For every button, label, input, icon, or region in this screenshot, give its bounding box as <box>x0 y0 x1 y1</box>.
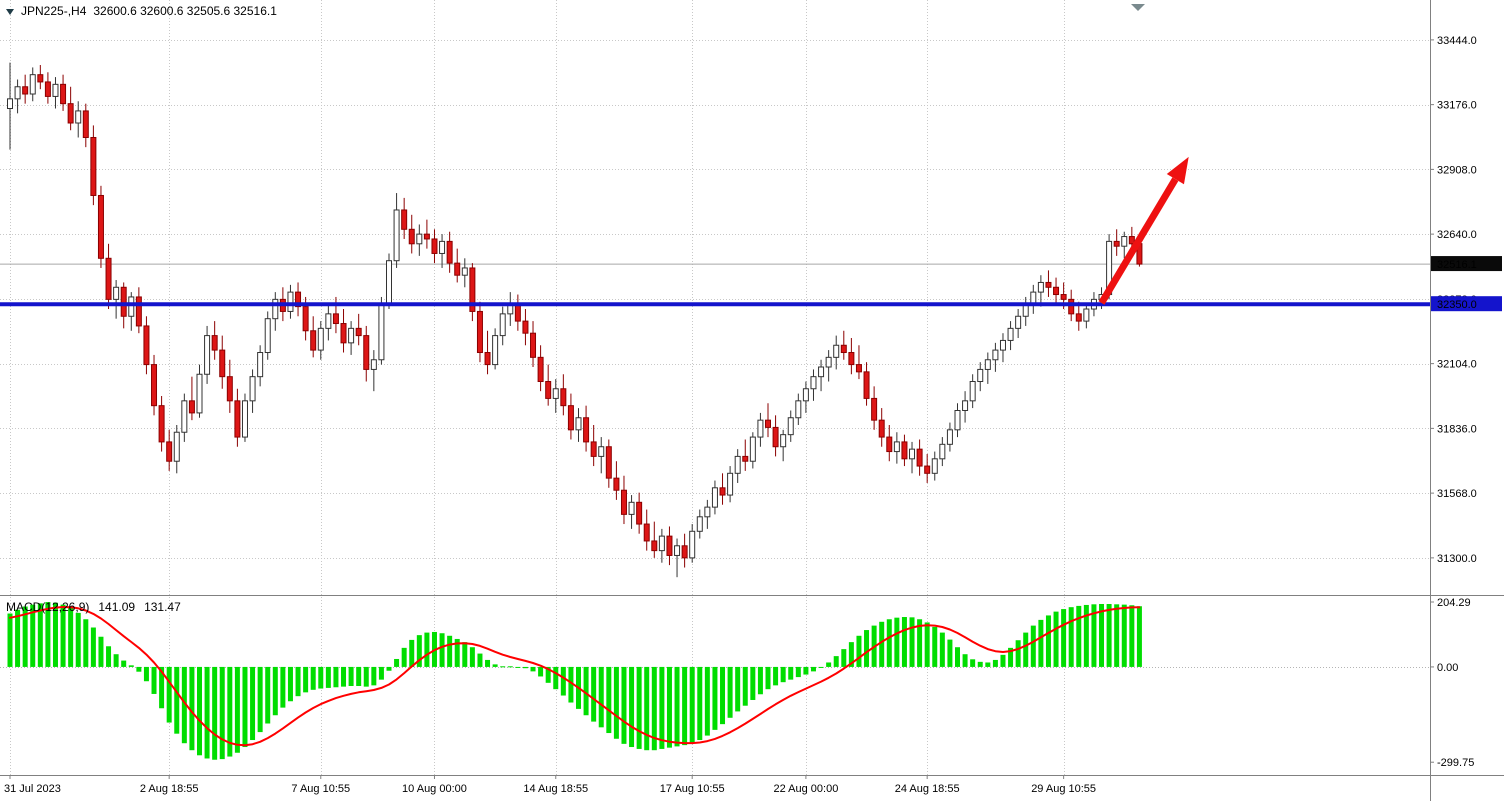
svg-text:32516.1: 32516.1 <box>1437 259 1477 271</box>
time-axis[interactable]: 31 Jul 2023 2 Aug 18:55 7 Aug 10:55 10 Aug … <box>4 775 1096 795</box>
support-price-tag: 32350.0 <box>1431 296 1502 312</box>
trend-arrow[interactable] <box>1098 156 1189 305</box>
price-axis-label: 33444.0 <box>1437 35 1477 47</box>
macd-axis-label: 204.29 <box>1437 597 1471 609</box>
price-axis-label: 32640.0 <box>1437 229 1477 241</box>
macd-title: MACD(12,26,9) <box>6 600 90 614</box>
price-axis-label: 31836.0 <box>1437 423 1477 435</box>
time-axis-label: 31 Jul 2023 <box>4 783 61 795</box>
time-axis-label: 2 Aug 18:55 <box>140 783 199 795</box>
macd-axis-label: -299.75 <box>1437 757 1474 769</box>
price-axis-label: 31568.0 <box>1437 488 1477 500</box>
time-axis-label: 14 Aug 18:55 <box>523 783 588 795</box>
macd-signal-line <box>9 606 1141 747</box>
macd-header: MACD(12,26,9) 141.09 131.47 <box>6 600 181 614</box>
macd-signal-value: 131.47 <box>144 600 181 614</box>
candles-series <box>7 62 1143 578</box>
chart-header: JPN225-,H4 32600.6 32600.6 32505.6 32516… <box>6 4 277 18</box>
macd-axis-label: 0.00 <box>1437 662 1458 674</box>
current-price-tag: 32516.1 <box>1431 256 1502 272</box>
time-axis-label: 24 Aug 18:55 <box>895 783 960 795</box>
price-axis-label: 33176.0 <box>1437 100 1477 112</box>
price-axis-label: 32104.0 <box>1437 359 1477 371</box>
symbol-timeframe-label: JPN225-,H4 <box>21 4 87 18</box>
time-axis-label: 10 Aug 00:00 <box>402 783 467 795</box>
time-axis-label: 29 Aug 10:55 <box>1031 783 1096 795</box>
svg-text:32350.0: 32350.0 <box>1437 299 1477 311</box>
time-axis-label: 7 Aug 10:55 <box>291 783 350 795</box>
symbol-dropdown-icon[interactable] <box>6 9 14 15</box>
macd-histogram <box>7 602 1142 760</box>
price-axis-label: 31300.0 <box>1437 553 1477 565</box>
price-axis-label: 32908.0 <box>1437 164 1477 176</box>
macd-value: 141.09 <box>98 600 136 614</box>
ohlc-readout: 32600.6 32600.6 32505.6 32516.1 <box>93 4 277 18</box>
macd-axis[interactable]: 204.29 0.00 -299.75 <box>1430 597 1474 769</box>
time-axis-label: 17 Aug 10:55 <box>660 783 725 795</box>
time-axis-label: 22 Aug 00:00 <box>773 783 838 795</box>
chart-shift-marker-icon[interactable] <box>1131 4 1145 11</box>
chart-plot-area[interactable] <box>0 0 1430 775</box>
